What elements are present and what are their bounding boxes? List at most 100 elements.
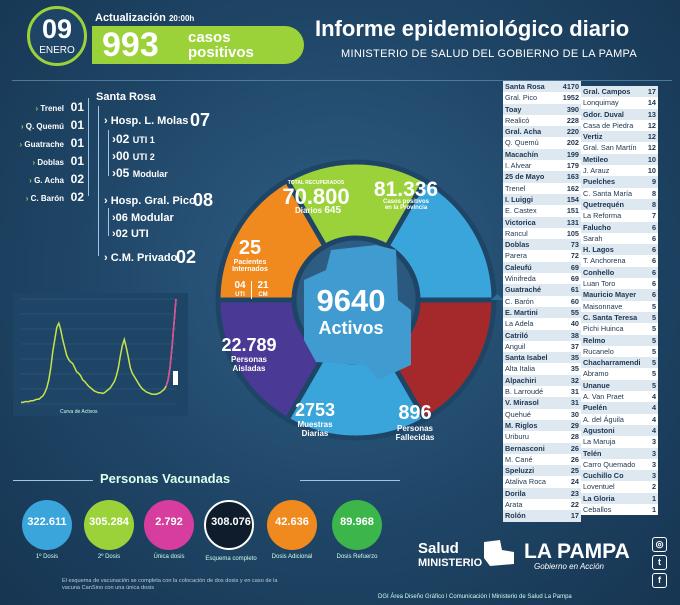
list-item-name: C. Barón bbox=[26, 194, 64, 203]
samples-value: 2753 bbox=[294, 400, 336, 420]
chart-caption: Curva de Activos bbox=[60, 409, 98, 415]
last-value-marker bbox=[173, 371, 178, 385]
locality-value: 32 bbox=[560, 374, 581, 387]
locality-value: 1 bbox=[643, 503, 658, 516]
isolated-value: 22.789 bbox=[221, 335, 277, 355]
locality-name: La Maruja bbox=[581, 436, 643, 448]
locality-name: Macachín bbox=[503, 148, 560, 161]
twitter-icon[interactable]: t bbox=[652, 555, 667, 570]
locality-name: Quehué bbox=[503, 408, 560, 420]
summary-donut bbox=[215, 159, 504, 441]
locality-value: 28 bbox=[560, 431, 581, 443]
locality-value: 40 bbox=[560, 318, 581, 330]
interned-label: Pacientes Internados bbox=[222, 259, 278, 273]
table-row: Rolón 17 bbox=[503, 510, 581, 522]
localities-table-right: Gral. Campos 17 Lonquimay 14 Gdor. Duval 13 Ca… bbox=[581, 86, 658, 516]
locality-value: 105 bbox=[560, 227, 581, 240]
locality-value: 2 bbox=[643, 481, 658, 493]
arrow-right-icon bbox=[491, 294, 504, 300]
cases-label: casos positivos bbox=[188, 30, 254, 60]
locality-name: V. Mirasol bbox=[503, 397, 560, 409]
deceased-label-2: Fallecidas bbox=[395, 433, 435, 442]
locality-name: Carro Quemado bbox=[581, 458, 643, 471]
table-row: Chacharramendi 5 bbox=[581, 357, 658, 369]
facebook-icon[interactable]: f bbox=[652, 573, 667, 588]
locality-value: 12 bbox=[643, 119, 658, 132]
locality-value: 69 bbox=[560, 261, 581, 274]
locality-name: E. Martini bbox=[503, 306, 560, 319]
vaccine-value: 2.792 bbox=[155, 516, 183, 528]
table-row: Rucanelo 5 bbox=[581, 345, 658, 358]
locality-name: Puelén bbox=[581, 402, 643, 414]
locality-name: La Reforma bbox=[581, 210, 643, 222]
table-row: Arata 22 bbox=[503, 498, 581, 511]
locality-name: Winifreda bbox=[503, 273, 560, 285]
table-row: I. Luiggi 154 bbox=[503, 193, 581, 206]
locality-value: 4 bbox=[643, 402, 658, 414]
isolated-label: Personas Aisladas bbox=[214, 355, 284, 373]
locality-name: Abramo bbox=[581, 368, 643, 380]
table-row: Carro Quemado 3 bbox=[581, 458, 658, 471]
locality-name: Ceballos bbox=[581, 503, 643, 516]
locality-value: 390 bbox=[560, 103, 581, 115]
hosp-molas-label: › Hosp. L. Molas bbox=[104, 115, 189, 127]
locality-value: 1952 bbox=[560, 92, 581, 104]
recovered-daily-value: 645 bbox=[324, 205, 342, 216]
active-label: Activos bbox=[318, 318, 384, 338]
pico-item: ›02 UTI bbox=[112, 228, 149, 240]
locality-name: C. Santa María bbox=[581, 187, 643, 199]
locality-name: Luan Toro bbox=[581, 278, 643, 290]
molas-item-label: UTI 2 bbox=[132, 152, 155, 162]
cases-label-1: casos bbox=[188, 29, 231, 46]
locality-name: A. Van Praet bbox=[581, 391, 643, 403]
salud-text: Salud bbox=[418, 540, 459, 557]
locality-name: Gdor. Duval bbox=[581, 108, 643, 120]
interned-label-1: Pacientes bbox=[233, 259, 267, 266]
table-row: Relmo 5 bbox=[581, 334, 658, 346]
table-row: Falucho 6 bbox=[581, 221, 658, 233]
vaccine-value: 305.284 bbox=[89, 516, 129, 528]
locality-value: 5 bbox=[643, 357, 658, 369]
locality-name: La Adela bbox=[503, 318, 560, 330]
locality-name: I. Luiggi bbox=[503, 193, 560, 206]
vaccine-value: 89.968 bbox=[340, 516, 374, 528]
locality-name: I. Alvear bbox=[503, 160, 560, 172]
table-row: Sarah 6 bbox=[581, 232, 658, 245]
locality-value: 30 bbox=[560, 408, 581, 420]
hosp-pico-label: › Hosp. Gral. Pico bbox=[104, 195, 196, 207]
locality-name: Catriló bbox=[503, 329, 560, 341]
chart-series-tail bbox=[165, 298, 177, 387]
instagram-icon[interactable]: ◎ bbox=[652, 537, 667, 552]
locality-name: M. Riglos bbox=[503, 419, 560, 432]
locality-name: Loventuel bbox=[581, 481, 643, 493]
locality-name: Toay bbox=[503, 103, 560, 115]
table-row: Catriló 38 bbox=[503, 329, 581, 341]
table-row: Gral. Acha 220 bbox=[503, 126, 581, 138]
table-row: Dorila 23 bbox=[503, 487, 581, 499]
list-item: C. Barón 02 bbox=[12, 190, 84, 208]
active-value: 9640 bbox=[316, 283, 386, 318]
list-item: Guatrache 01 bbox=[12, 136, 84, 154]
locality-value: 228 bbox=[560, 114, 581, 127]
table-row: Guatraché 61 bbox=[503, 284, 581, 296]
table-row: La Gloria 1 bbox=[581, 492, 658, 504]
locality-name: Ataliva Roca bbox=[503, 476, 560, 488]
la-pampa-logo-text: LA PAMPA bbox=[524, 540, 630, 563]
isolated-label-1: Personas bbox=[230, 355, 268, 364]
samples-label: Muestras Diarias bbox=[280, 420, 350, 438]
locality-name: Vertiz bbox=[581, 131, 643, 143]
vaccine-value: 308.076 bbox=[211, 516, 251, 528]
table-row: M. Riglos 29 bbox=[503, 419, 581, 432]
recovered-value: 70.800 bbox=[282, 184, 350, 209]
list-item-value: 01 bbox=[70, 136, 84, 150]
la-pampa-map-logo-icon bbox=[480, 538, 518, 568]
locality-value: 3 bbox=[643, 436, 658, 448]
table-row: A. Van Praet 4 bbox=[581, 391, 658, 403]
locality-name: Rolón bbox=[503, 510, 560, 522]
vaccine-complete-scheme: 308.076 Esquema completo bbox=[204, 500, 257, 562]
locality-value: 8 bbox=[643, 198, 658, 211]
table-row: C. Santa Teresa 5 bbox=[581, 311, 658, 324]
locality-value: 8 bbox=[643, 187, 658, 199]
locality-name: Cuchillo Co bbox=[581, 470, 643, 482]
